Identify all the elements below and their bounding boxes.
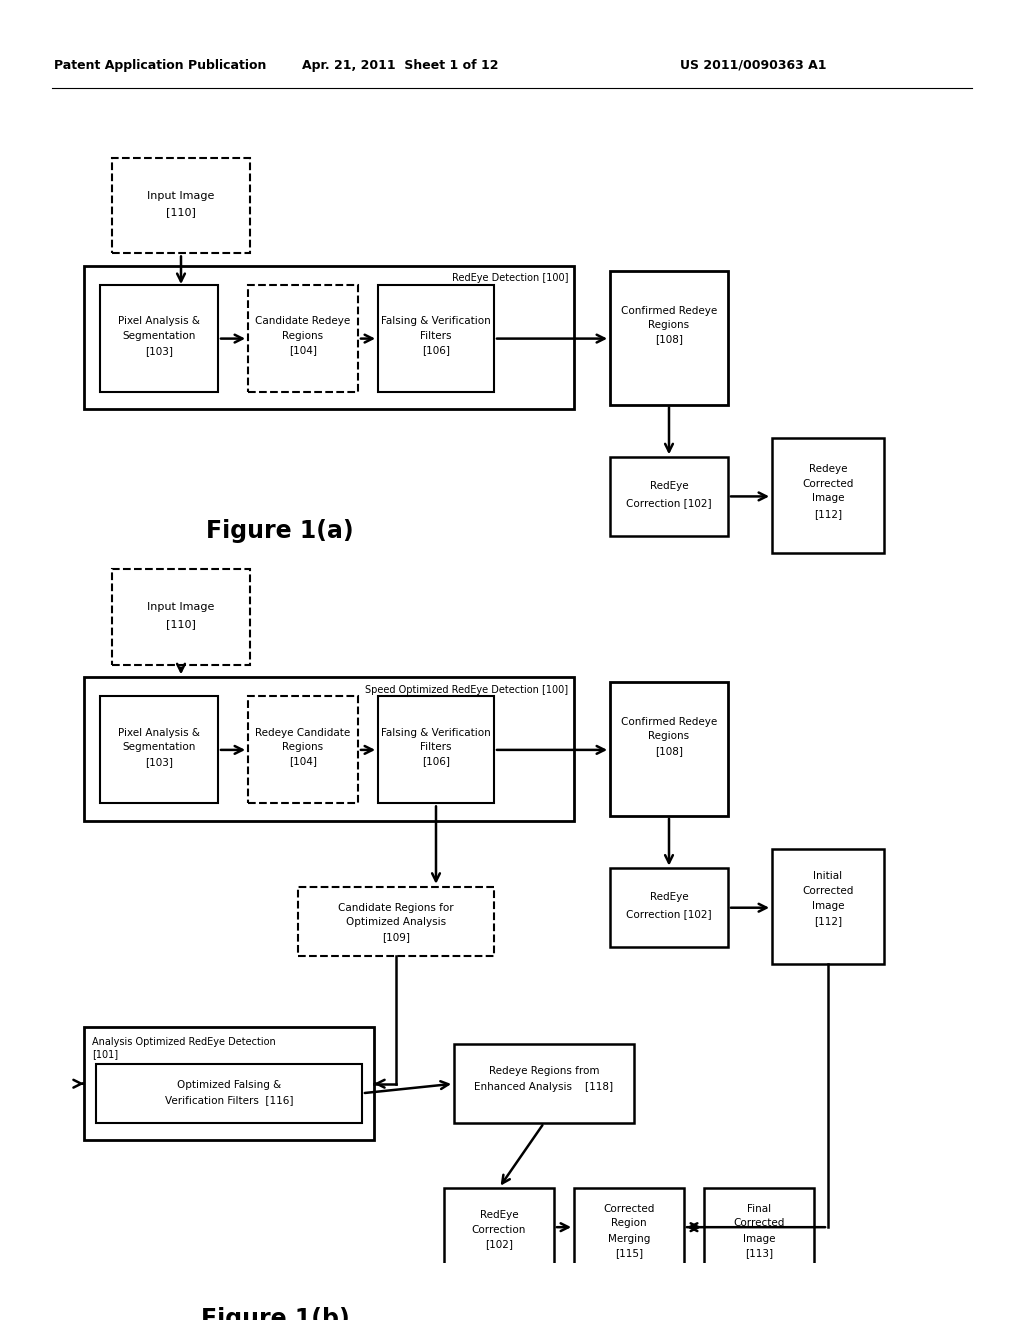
Bar [772, 849, 884, 964]
Bar [454, 1044, 634, 1123]
Text: [113]: [113] [744, 1247, 773, 1258]
Text: Optimized Falsing &: Optimized Falsing & [177, 1080, 282, 1090]
Text: RedEye Detection [100]: RedEye Detection [100] [452, 273, 568, 284]
Text: [106]: [106] [422, 345, 450, 355]
Bar [248, 285, 358, 392]
Bar [112, 569, 250, 665]
Text: [115]: [115] [615, 1247, 643, 1258]
Text: Enhanced Analysis    [118]: Enhanced Analysis [118] [474, 1081, 613, 1092]
Text: [104]: [104] [289, 756, 317, 767]
Text: Input Image: Input Image [147, 191, 215, 201]
Text: Redeye Candidate: Redeye Candidate [255, 727, 350, 738]
Text: Candidate Redeye: Candidate Redeye [255, 317, 350, 326]
Bar [378, 285, 494, 392]
Text: Speed Optimized RedEye Detection [100]: Speed Optimized RedEye Detection [100] [365, 685, 568, 694]
Text: [104]: [104] [289, 345, 317, 355]
Text: Confirmed Redeye: Confirmed Redeye [621, 306, 717, 315]
Text: Candidate Regions for: Candidate Regions for [338, 903, 454, 912]
Text: [110]: [110] [166, 207, 196, 218]
Text: Apr. 21, 2011  Sheet 1 of 12: Apr. 21, 2011 Sheet 1 of 12 [302, 58, 499, 71]
Bar [248, 697, 358, 804]
Text: Filters: Filters [420, 331, 452, 341]
Text: RedEye: RedEye [649, 892, 688, 902]
Text: Regions: Regions [648, 731, 689, 742]
Text: [106]: [106] [422, 756, 450, 767]
Text: RedEye: RedEye [649, 480, 688, 491]
Text: Correction [102]: Correction [102] [627, 909, 712, 920]
Text: Figure 1(a): Figure 1(a) [206, 519, 354, 543]
Text: Corrected: Corrected [603, 1204, 654, 1214]
Bar [610, 682, 728, 816]
Bar [574, 1188, 684, 1266]
Bar [298, 887, 494, 956]
Bar [772, 438, 884, 553]
Text: RedEye: RedEye [479, 1209, 518, 1220]
Text: Initial: Initial [813, 871, 843, 882]
Text: Image: Image [742, 1234, 775, 1243]
Text: Segmentation: Segmentation [122, 742, 196, 752]
Bar [100, 285, 218, 392]
Text: [110]: [110] [166, 619, 196, 628]
Text: [102]: [102] [485, 1239, 513, 1250]
Text: Optimized Analysis: Optimized Analysis [346, 917, 446, 927]
Bar [112, 158, 250, 253]
Text: Redeye: Redeye [809, 463, 847, 474]
Text: Redeye Regions from: Redeye Regions from [488, 1067, 599, 1076]
Bar [444, 1188, 554, 1266]
Text: Correction: Correction [472, 1225, 526, 1236]
Text: Final: Final [746, 1204, 771, 1214]
Bar [610, 271, 728, 405]
Text: Patent Application Publication: Patent Application Publication [54, 58, 266, 71]
Text: US 2011/0090363 A1: US 2011/0090363 A1 [680, 58, 826, 71]
Text: Corrected: Corrected [803, 479, 854, 488]
Text: Filters: Filters [420, 742, 452, 752]
Text: Falsing & Verification: Falsing & Verification [381, 317, 490, 326]
Text: [103]: [103] [145, 346, 173, 356]
Text: Pixel Analysis &: Pixel Analysis & [118, 317, 200, 326]
Text: [108]: [108] [655, 334, 683, 345]
Text: Corrected: Corrected [803, 887, 854, 896]
Bar [96, 1064, 362, 1123]
Text: Corrected: Corrected [733, 1218, 784, 1229]
Text: [101]: [101] [92, 1049, 118, 1059]
Text: Confirmed Redeye: Confirmed Redeye [621, 717, 717, 727]
Bar [84, 677, 574, 821]
Text: Analysis Optimized RedEye Detection: Analysis Optimized RedEye Detection [92, 1036, 275, 1047]
Text: Image: Image [812, 900, 844, 911]
Text: Verification Filters  [116]: Verification Filters [116] [165, 1096, 293, 1105]
Text: [112]: [112] [814, 508, 842, 519]
Bar [378, 697, 494, 804]
Text: [109]: [109] [382, 932, 410, 942]
Bar [84, 1027, 374, 1140]
Text: Segmentation: Segmentation [122, 331, 196, 341]
Bar [100, 697, 218, 804]
Text: [108]: [108] [655, 746, 683, 756]
Text: Pixel Analysis &: Pixel Analysis & [118, 727, 200, 738]
Text: Regions: Regions [283, 742, 324, 752]
Text: Correction [102]: Correction [102] [627, 498, 712, 508]
Text: Regions: Regions [648, 321, 689, 330]
Bar [610, 457, 728, 536]
Bar [705, 1188, 814, 1266]
Text: Merging: Merging [608, 1234, 650, 1243]
Text: Regions: Regions [283, 331, 324, 341]
Text: Region: Region [611, 1218, 647, 1229]
Text: Falsing & Verification: Falsing & Verification [381, 727, 490, 738]
Bar [84, 265, 574, 409]
Bar [610, 869, 728, 946]
Text: [103]: [103] [145, 758, 173, 767]
Text: Figure 1(b): Figure 1(b) [201, 1307, 349, 1320]
Text: Image: Image [812, 494, 844, 503]
Text: [112]: [112] [814, 916, 842, 927]
Text: Input Image: Input Image [147, 602, 215, 612]
